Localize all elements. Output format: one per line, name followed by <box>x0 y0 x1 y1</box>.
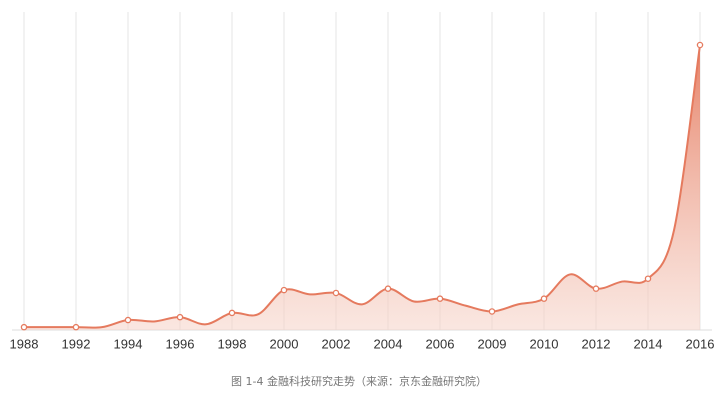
point <box>332 289 340 297</box>
point <box>124 316 132 324</box>
x-tick-label: 2006 <box>426 336 455 351</box>
area <box>24 45 700 330</box>
point <box>20 323 28 331</box>
point <box>176 313 184 321</box>
chart-caption: 图 1-4 金融科技研究走势（来源：京东金融研究院） <box>231 374 487 388</box>
x-tick-label: 2012 <box>582 336 611 351</box>
point <box>436 295 444 302</box>
x-tick-label: 2000 <box>270 336 299 351</box>
x-tick-label: 1992 <box>62 336 91 351</box>
line <box>24 44 701 329</box>
x-tick-label: 2002 <box>322 336 351 351</box>
point <box>228 309 236 317</box>
x-tick-label: 2010 <box>530 336 559 351</box>
x-tick-label: 2016 <box>686 336 715 351</box>
x-tick-label: 2009 <box>478 336 507 351</box>
point <box>540 295 548 302</box>
point <box>696 41 704 49</box>
point <box>488 308 496 315</box>
point <box>644 275 652 282</box>
x-tick-label: 2014 <box>634 336 663 351</box>
x-tick-label: 1996 <box>166 336 195 351</box>
x-tick-label: 1998 <box>218 336 247 351</box>
point <box>280 286 288 294</box>
x-tick-label: 2004 <box>374 336 403 351</box>
x-tick-label: 1994 <box>114 336 143 351</box>
x-tick-label: 1988 <box>10 336 39 351</box>
point <box>592 285 600 292</box>
point <box>384 285 392 292</box>
point <box>72 323 80 331</box>
